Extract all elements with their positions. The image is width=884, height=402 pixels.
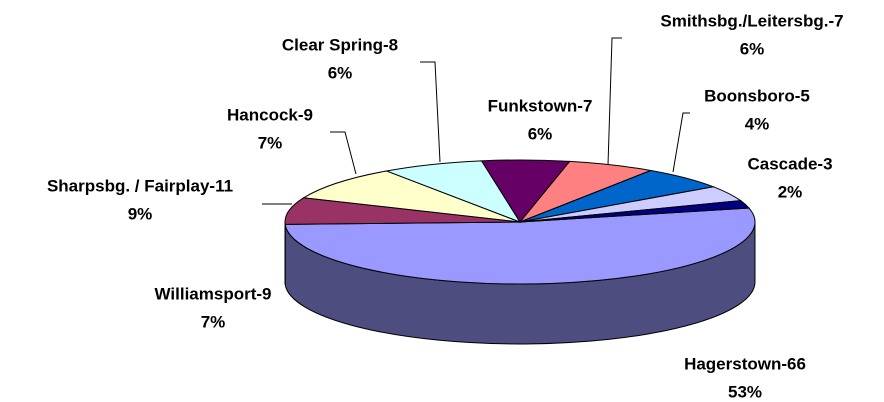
slice-value-label: 7% [201,312,226,331]
slice-label: Clear Spring-8 [282,35,398,54]
leader-line [330,131,357,175]
slice-label: Hagerstown-66 [684,354,806,373]
labels: Hagerstown-66 53% Williamsport-9 7% Sharpsbg… [47,11,844,401]
slice [384,160,522,224]
slice [284,197,521,225]
slice-value-label: 9% [128,204,153,223]
slice [284,207,756,285]
leader-line [607,37,622,166]
slice-label: Boonsboro-5 [704,86,810,105]
slice-value-label: 6% [328,63,353,82]
leader-line [420,61,441,163]
slice-value-label: 2% [778,182,803,201]
slice-label: Hancock-9 [227,105,313,124]
leader-line [672,112,690,173]
slice-value-label: 6% [740,39,765,58]
slice [302,170,521,223]
slice-label: Smithsbg./Leitersbg.-7 [660,11,843,30]
slice-label: Williamsport-9 [155,284,272,303]
slice [519,200,751,223]
slice-label: Funkstown-7 [488,96,593,115]
slice-label: Cascade-3 [747,154,832,173]
slice-value-label: 53% [728,382,762,401]
pie-tops [284,159,756,285]
slice-value-label: 6% [528,124,553,143]
leader-lines [262,37,690,205]
slice-label: Sharpsbg. / Fairplay-11 [47,176,233,195]
slice-value-label: 7% [258,133,283,152]
slice-value-label: 4% [745,114,770,133]
